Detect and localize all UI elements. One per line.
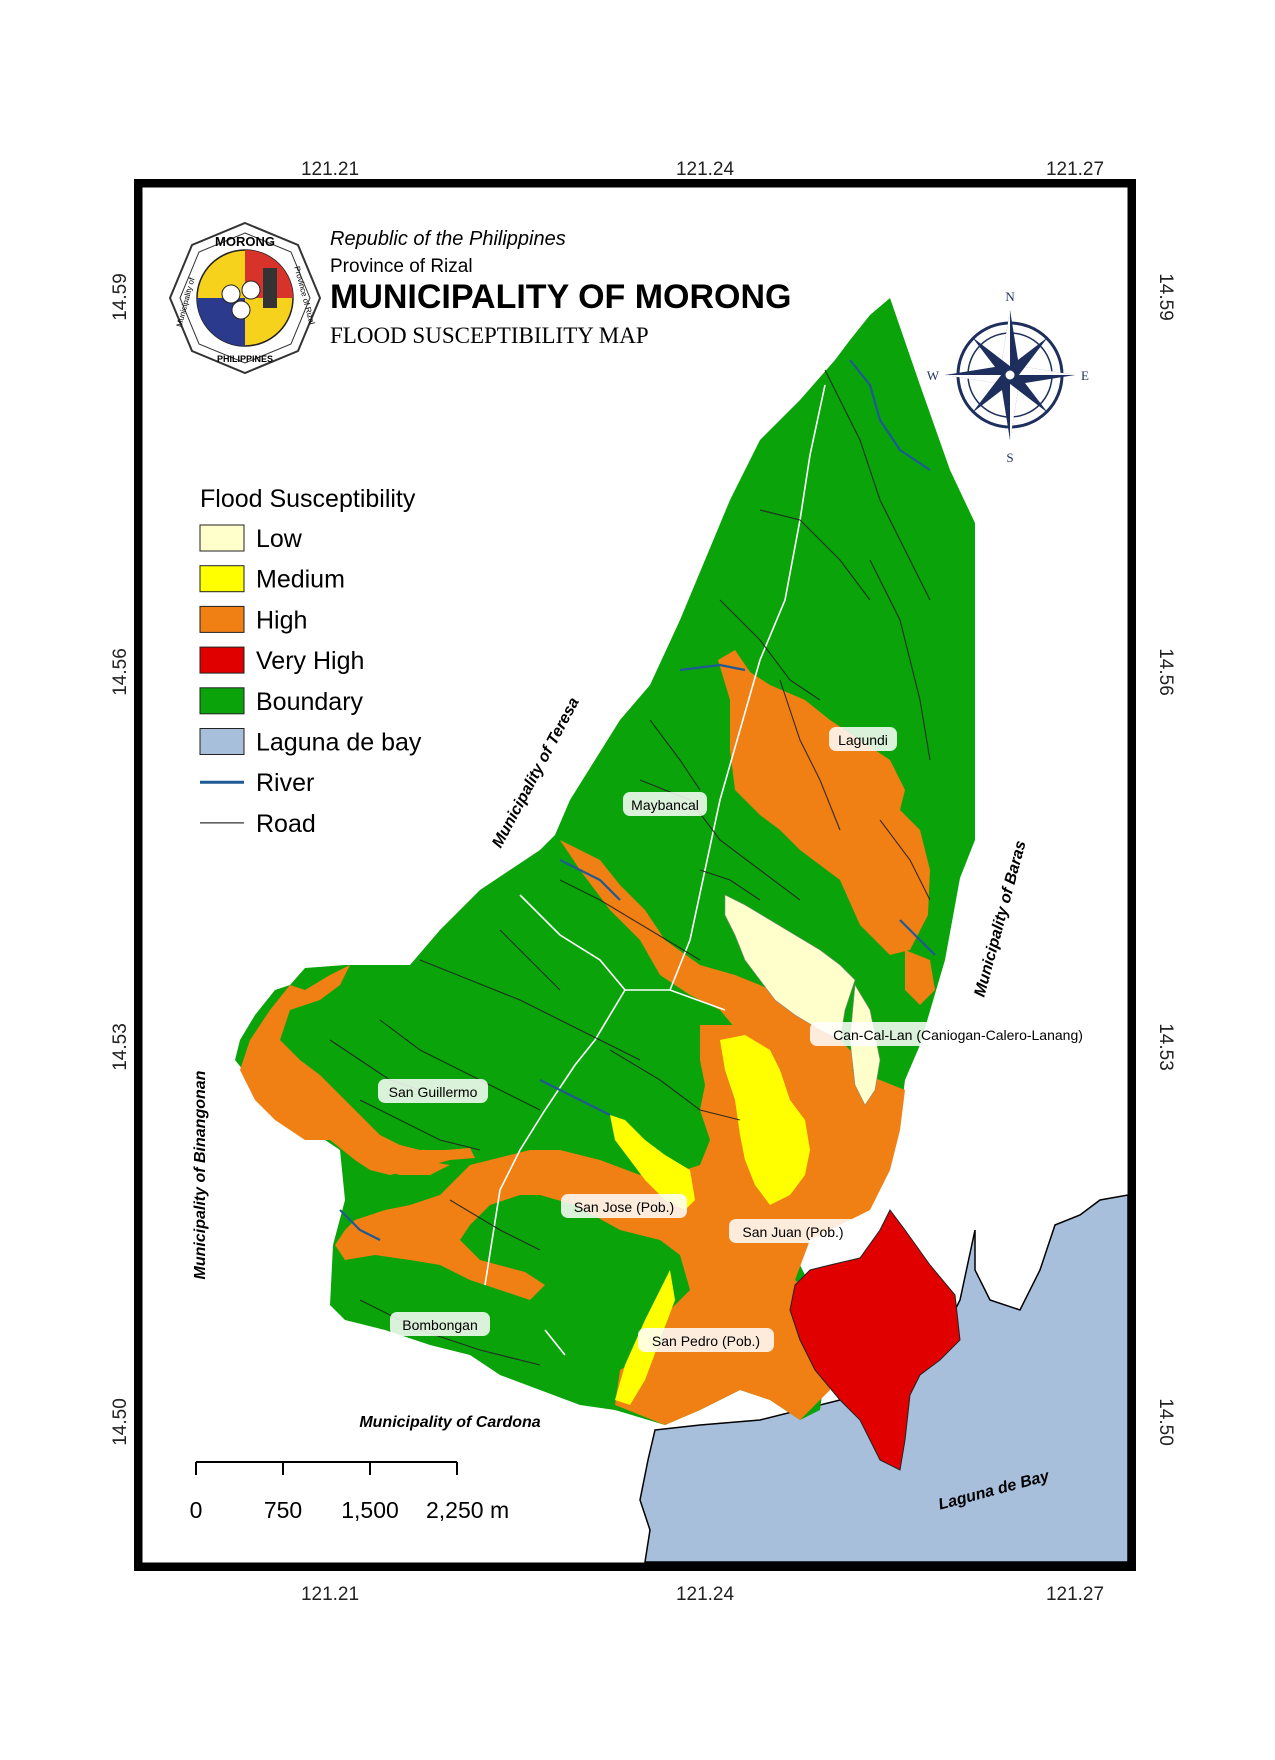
legend: Flood Susceptibility Low Medium High Very H…: [199, 485, 422, 838]
scale-label: 2,250 m: [426, 1497, 509, 1523]
legend-swatch: [199, 687, 245, 715]
legend-label: Very High: [256, 647, 364, 675]
title-block: Republic of the Philippines Province of …: [330, 228, 792, 348]
lat-label-right: 14.59: [1155, 273, 1176, 321]
barangay-labels: Lagundi Maybancal Can-Cal-Lan (Caniogan-…: [378, 727, 1106, 1352]
road-network: [329, 369, 931, 1366]
lon-label-bottom: 121.27: [1046, 1584, 1104, 1605]
legend-item-low: Low: [199, 524, 303, 553]
legend-item-very-high: Very High: [199, 646, 364, 675]
legend-item-laguna-de-bay: Laguna de bay: [199, 728, 422, 757]
scale-bar: 0 750 1,500 2,250 m: [190, 1461, 509, 1523]
lon-label-top: 121.24: [676, 159, 735, 180]
legend-label: Laguna de bay: [256, 729, 422, 757]
lat-label-right: 14.53: [1155, 1023, 1176, 1071]
legend-swatch: [199, 646, 245, 674]
svg-text:Can-Cal-Lan (Caniogan-Calero-L: Can-Cal-Lan (Caniogan-Calero-Lanang): [833, 1027, 1083, 1043]
municipal-seal: MORONG PHILIPPINES Municipality of Provi…: [168, 221, 322, 375]
compass-w: W: [927, 368, 940, 383]
lon-label-bottom: 121.21: [301, 1584, 359, 1605]
compass-s: S: [1006, 450, 1013, 465]
barangay-label-san-jose: San Jose (Pob.): [561, 1194, 687, 1218]
barangay-label-san-guillermo: San Guillermo: [378, 1079, 488, 1103]
lat-label-left: 14.56: [110, 648, 131, 696]
legend-label: Low: [256, 525, 303, 553]
compass-e: E: [1081, 368, 1089, 383]
longitude-labels-top: 121.21 121.24 121.27: [301, 159, 1104, 180]
latitude-labels-right: 14.59 14.56 14.53 14.50: [1155, 273, 1176, 1446]
legend-swatch: [199, 605, 245, 633]
scale-label: 750: [264, 1497, 302, 1523]
seal-text-bottom: PHILIPPINES: [217, 354, 273, 364]
scale-label: 0: [190, 1497, 203, 1523]
province-line: Province of Rizal: [330, 256, 473, 277]
label-binangonan: Municipality of Binangonan: [192, 1070, 209, 1279]
barangay-label-lagundi: Lagundi: [829, 727, 897, 751]
barangay-boundaries: [484, 384, 826, 1356]
legend-label: Medium: [256, 566, 345, 594]
svg-text:Bombongan: Bombongan: [402, 1317, 478, 1333]
barangay-label-san-juan: San Juan (Pob.): [729, 1219, 857, 1243]
legend-label: Road: [256, 810, 316, 838]
legend-swatch: [199, 565, 245, 593]
legend-title: Flood Susceptibility: [200, 485, 416, 513]
longitude-labels-bottom: 121.21 121.24 121.27: [301, 1584, 1104, 1605]
lat-label-left: 14.50: [110, 1398, 131, 1446]
barangay-label-maybancal: Maybancal: [623, 792, 707, 816]
legend-label: Boundary: [256, 688, 364, 716]
legend-item-road: Road: [200, 810, 316, 838]
lat-label-left: 14.53: [110, 1023, 131, 1071]
legend-item-river: River: [200, 769, 314, 797]
legend-label: River: [256, 769, 314, 797]
compass-rose: N S E W: [927, 289, 1089, 465]
latitude-labels-left: 14.59 14.56 14.53 14.50: [110, 273, 131, 1446]
legend-item-boundary: Boundary: [199, 687, 364, 716]
legend-item-medium: Medium: [199, 565, 345, 594]
very-high-susceptibility-zone: [789, 1209, 961, 1471]
lon-label-top: 121.21: [301, 159, 359, 180]
scale-label: 1,500: [341, 1497, 399, 1523]
svg-text:San Jose (Pob.): San Jose (Pob.): [574, 1199, 674, 1215]
barangay-label-san-pedro: San Pedro (Pob.): [638, 1328, 774, 1352]
lat-label-right: 14.56: [1155, 648, 1176, 696]
legend-swatch: [199, 524, 245, 552]
svg-text:Lagundi: Lagundi: [838, 732, 888, 748]
legend-swatch: [199, 728, 245, 755]
barangay-label-bombongan: Bombongan: [390, 1312, 490, 1336]
river-network: [339, 359, 936, 1241]
svg-text:San Pedro (Pob.): San Pedro (Pob.): [652, 1333, 760, 1349]
legend-item-high: High: [199, 605, 307, 634]
republic-line: Republic of the Philippines: [330, 228, 566, 250]
map-title: FLOOD SUSCEPTIBILITY MAP: [330, 323, 649, 348]
lat-label-right: 14.50: [1155, 1398, 1176, 1446]
lon-label-bottom: 121.24: [676, 1584, 735, 1605]
compass-n: N: [1005, 289, 1015, 304]
lon-label-top: 121.27: [1046, 159, 1104, 180]
svg-text:San Juan (Pob.): San Juan (Pob.): [742, 1224, 843, 1240]
svg-text:San Guillermo: San Guillermo: [389, 1084, 478, 1100]
seal-text-top: MORONG: [215, 234, 275, 249]
municipality-title: MUNICIPALITY OF MORONG: [330, 278, 792, 316]
lat-label-left: 14.59: [110, 273, 131, 321]
label-cardona: Municipality of Cardona: [359, 1414, 540, 1431]
svg-text:Maybancal: Maybancal: [631, 797, 699, 813]
legend-label: High: [256, 606, 307, 634]
barangay-label-can-cal-lan: Can-Cal-Lan (Caniogan-Calero-Lanang): [810, 1022, 1106, 1046]
